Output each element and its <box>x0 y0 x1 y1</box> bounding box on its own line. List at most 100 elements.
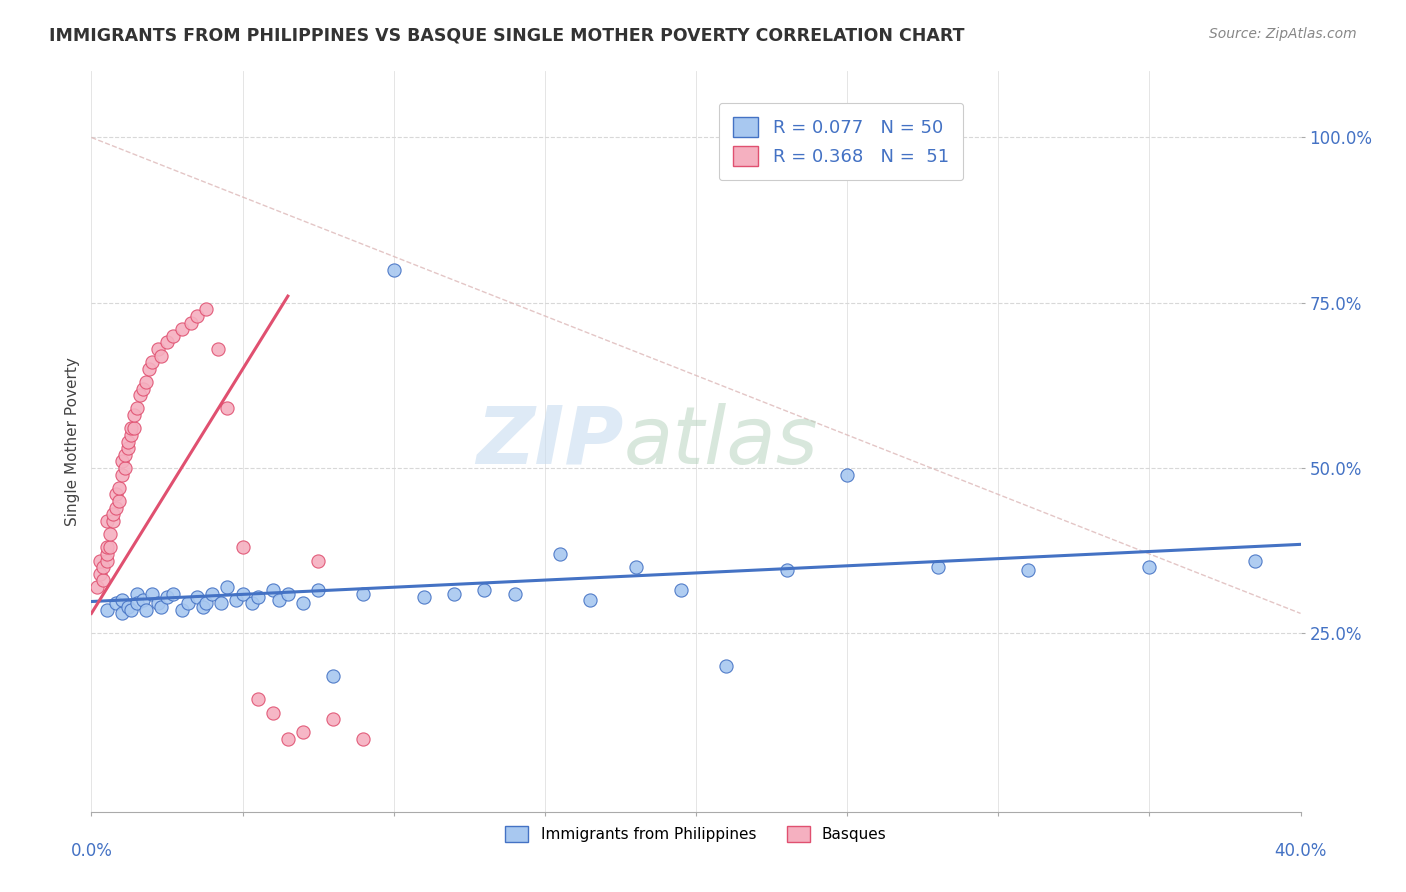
Point <box>307 553 329 567</box>
Point <box>96 514 118 528</box>
Point <box>172 603 194 617</box>
Point <box>624 560 647 574</box>
Point <box>111 454 132 468</box>
Y-axis label: Single Mother Poverty: Single Mother Poverty <box>65 357 80 526</box>
Text: 40.0%: 40.0% <box>1274 842 1327 860</box>
Point <box>1139 560 1161 574</box>
Point <box>207 342 229 356</box>
Point <box>146 597 169 611</box>
Point <box>104 487 127 501</box>
Point <box>149 599 172 614</box>
Point <box>122 408 145 422</box>
Point <box>548 547 571 561</box>
Point <box>117 434 139 449</box>
Point <box>86 580 108 594</box>
Point <box>141 586 163 600</box>
Point <box>89 566 111 581</box>
Point <box>125 597 148 611</box>
Point <box>307 583 329 598</box>
Point <box>292 725 315 739</box>
Point <box>162 328 184 343</box>
Point <box>352 731 374 746</box>
Text: atlas: atlas <box>623 402 818 481</box>
Point <box>98 527 121 541</box>
Point <box>96 603 118 617</box>
Point <box>322 669 344 683</box>
Point <box>246 692 269 706</box>
Point <box>292 597 315 611</box>
Point <box>146 342 169 356</box>
Point <box>579 593 602 607</box>
Point <box>277 731 299 746</box>
Point <box>225 593 247 607</box>
Point <box>138 361 160 376</box>
Point <box>120 428 142 442</box>
Point <box>186 590 208 604</box>
Point <box>162 586 184 600</box>
Point <box>927 560 949 574</box>
Point <box>96 547 118 561</box>
Point <box>262 583 284 598</box>
Point <box>132 382 155 396</box>
Point <box>125 401 148 416</box>
Text: 0.0%: 0.0% <box>70 842 112 860</box>
Point <box>217 580 239 594</box>
Point <box>669 583 692 598</box>
Point <box>195 302 218 317</box>
Point <box>114 461 136 475</box>
Point <box>107 481 129 495</box>
Point <box>93 574 115 588</box>
Point <box>382 262 405 277</box>
Point <box>1244 553 1267 567</box>
Point <box>125 586 148 600</box>
Point <box>135 375 157 389</box>
Point <box>322 712 344 726</box>
Point <box>141 355 163 369</box>
Point <box>120 421 142 435</box>
Point <box>503 586 526 600</box>
Point <box>117 441 139 455</box>
Point <box>177 597 200 611</box>
Point <box>111 467 132 482</box>
Point <box>201 586 224 600</box>
Text: ZIP: ZIP <box>477 402 623 481</box>
Point <box>107 494 129 508</box>
Point <box>101 508 124 522</box>
Text: IMMIGRANTS FROM PHILIPPINES VS BASQUE SINGLE MOTHER POVERTY CORRELATION CHART: IMMIGRANTS FROM PHILIPPINES VS BASQUE SI… <box>49 27 965 45</box>
Point <box>714 659 737 673</box>
Point <box>96 541 118 555</box>
Point <box>1018 564 1040 578</box>
Point <box>193 599 215 614</box>
Text: Source: ZipAtlas.com: Source: ZipAtlas.com <box>1209 27 1357 41</box>
Point <box>104 597 127 611</box>
Point <box>277 586 299 600</box>
Point <box>89 553 111 567</box>
Point <box>472 583 495 598</box>
Point <box>93 560 115 574</box>
Point <box>135 603 157 617</box>
Point <box>156 590 179 604</box>
Point <box>128 388 150 402</box>
Point <box>217 401 239 416</box>
Point <box>195 597 218 611</box>
Point <box>246 590 269 604</box>
Point <box>132 593 155 607</box>
Point <box>267 593 290 607</box>
Point <box>98 541 121 555</box>
Point <box>443 586 465 600</box>
Point <box>101 514 124 528</box>
Point <box>117 599 139 614</box>
Point <box>413 590 436 604</box>
Point <box>96 553 118 567</box>
Point <box>156 335 179 350</box>
Point <box>262 706 284 720</box>
Legend: Immigrants from Philippines, Basques: Immigrants from Philippines, Basques <box>499 821 893 848</box>
Point <box>835 467 858 482</box>
Point <box>111 593 132 607</box>
Point <box>231 541 253 555</box>
Point <box>114 448 136 462</box>
Point <box>209 597 232 611</box>
Point <box>231 586 253 600</box>
Point <box>240 597 263 611</box>
Point <box>172 322 194 336</box>
